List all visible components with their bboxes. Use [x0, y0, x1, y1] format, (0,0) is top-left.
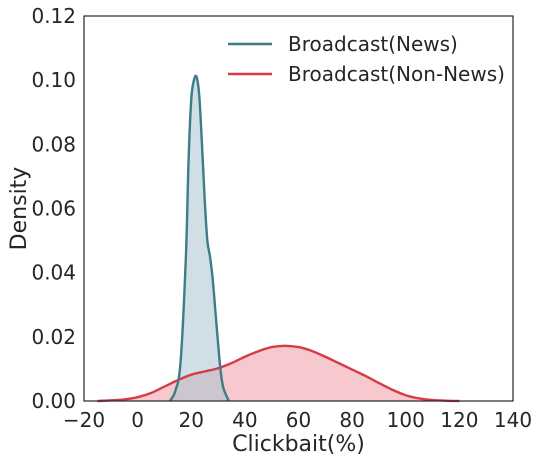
x-axis-label: Clickbait(%) — [232, 432, 365, 457]
y-tick-label: 0.06 — [31, 197, 76, 221]
density-line-non-news — [97, 344, 460, 403]
x-tick-label: 0 — [131, 408, 144, 432]
x-tick-label: 100 — [387, 408, 425, 432]
y-axis-label: Density — [7, 167, 32, 251]
x-tick-label: 60 — [286, 408, 311, 432]
plot-frame — [83, 15, 514, 402]
density-lines — [97, 74, 460, 403]
x-tick-label: 140 — [494, 408, 532, 432]
density-line-news — [168, 74, 230, 402]
x-axis-ticks: −20 0 20 40 60 80 100 120 140 — [63, 408, 532, 432]
legend-label-non-news: Broadcast(Non-News) — [288, 62, 505, 86]
x-tick-label: 20 — [179, 408, 204, 432]
y-tick-label: 0.12 — [31, 4, 76, 28]
x-tick-label: −20 — [63, 408, 105, 432]
y-tick-label: 0.02 — [31, 325, 76, 349]
y-tick-label: 0.00 — [31, 389, 76, 413]
y-axis-ticks: 0.00 0.02 0.04 0.06 0.08 0.10 0.12 — [31, 4, 76, 413]
y-tick-label: 0.08 — [31, 132, 76, 156]
x-tick-label: 40 — [232, 408, 257, 432]
x-tick-label: 120 — [440, 408, 478, 432]
density-area-news — [169, 75, 229, 402]
x-tick-label: 80 — [339, 408, 364, 432]
legend: Broadcast(News) Broadcast(Non-News) — [228, 32, 505, 86]
y-tick-label: 0.04 — [31, 261, 76, 285]
y-tick-label: 0.10 — [31, 68, 76, 92]
legend-label-news: Broadcast(News) — [288, 32, 458, 56]
density-fills — [97, 75, 460, 402]
